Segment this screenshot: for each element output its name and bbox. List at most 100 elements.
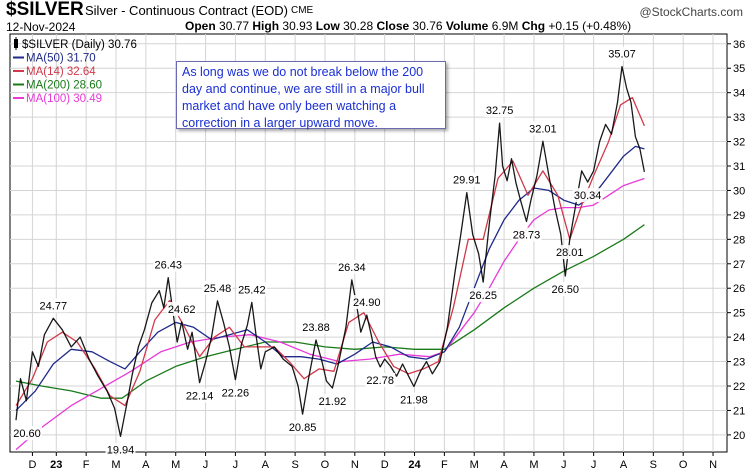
x-tick-label: O — [321, 459, 330, 471]
exchange-label: CME — [291, 5, 314, 16]
price-label-bg — [484, 103, 515, 118]
y-tick-label: 30 — [733, 185, 745, 197]
price-label: 21.98 — [400, 394, 428, 406]
x-tick-label: D — [381, 459, 389, 471]
price-label-bg — [184, 388, 215, 403]
chart-date: 12-Nov-2024 — [6, 20, 76, 34]
price-labels: 20.60 24.77 19.94 26.43 24.62 22.14 25.48 22.26… — [12, 46, 637, 457]
price-label-bg — [38, 298, 69, 313]
legend: $SILVER (Daily) 30.76 MA(50) 31.70MA(14) … — [13, 37, 137, 105]
chart-symbol: $SILVER — [6, 0, 84, 20]
price-label: 30.34 — [574, 190, 602, 202]
y-tick-label: 28 — [733, 234, 745, 246]
open-label: Open — [185, 19, 216, 33]
y-tick-label: 31 — [733, 161, 745, 173]
y-tick-label: 36 — [733, 39, 745, 51]
price-label: 32.01 — [529, 123, 557, 135]
chg-label: Chg — [521, 19, 546, 33]
y-tick-label: 29 — [733, 210, 745, 222]
series-line-ma-200 — [15, 224, 645, 399]
x-tick-label: A — [620, 459, 628, 471]
x-tick-label: A — [262, 459, 270, 471]
price-label: 24.90 — [353, 297, 381, 309]
y-tick-label: 22 — [733, 381, 745, 393]
legend-label: $SILVER (Daily) 30.76 — [22, 39, 137, 51]
brand-link[interactable]: @StockCharts.com — [639, 5, 743, 19]
close-label: Close — [376, 19, 410, 33]
x-tick-label: F — [441, 459, 448, 471]
legend-label: MA(100) 30.49 — [26, 93, 102, 105]
price-label: 26.43 — [154, 260, 182, 272]
x-tick-label: M — [171, 459, 180, 471]
price-label: 21.92 — [319, 396, 347, 408]
x-tick-label: J — [203, 459, 209, 471]
price-label: 19.94 — [107, 444, 135, 456]
y-tick-label: 23 — [733, 357, 745, 369]
x-tick-label: J — [591, 459, 597, 471]
price-label: 35.07 — [608, 49, 636, 61]
x-tick-label: F — [83, 459, 90, 471]
x-tick-label: A — [500, 459, 508, 471]
price-label-bg — [511, 227, 542, 242]
series-lines — [15, 65, 646, 451]
price-label: 22.26 — [222, 388, 250, 400]
y-tick-label: 33 — [733, 112, 745, 124]
open-value: 30.77 — [219, 19, 250, 33]
chg-value: +0.15 (+0.48%) — [548, 19, 632, 33]
series-line-silver — [15, 65, 646, 438]
x-tick-label: N — [709, 459, 717, 471]
y-tick-label: 20 — [733, 430, 745, 442]
price-label-bg — [572, 188, 603, 203]
price-label: 29.91 — [453, 175, 481, 187]
price-label: 22.78 — [366, 375, 394, 387]
price-label-bg — [336, 259, 367, 274]
y-tick-label: 24 — [733, 332, 745, 344]
close-value: 30.76 — [412, 19, 443, 33]
price-label: 28.73 — [513, 229, 541, 241]
price-label-bg — [12, 426, 42, 441]
price-label: 24.77 — [40, 300, 68, 312]
x-tick-label: N — [351, 459, 359, 471]
series-line-ma-100 — [15, 177, 645, 451]
x-tick-label: S — [291, 459, 298, 471]
x-tick-label: 23 — [50, 459, 62, 471]
volume-value: 6.9M — [491, 19, 519, 33]
price-label-bg — [468, 288, 499, 303]
price-label-bg — [554, 245, 585, 260]
price-label: 28.01 — [556, 247, 584, 259]
price-label-bg — [451, 172, 482, 187]
price-label: 26.25 — [469, 290, 497, 302]
price-label-bg — [166, 301, 197, 316]
price-label-bg — [220, 385, 251, 400]
price-label: 26.34 — [338, 262, 366, 274]
y-tick-label: 25 — [733, 308, 745, 320]
price-label-bg — [398, 392, 429, 407]
quote-bar: Open 30.77 High 30.93 Low 30.28 Close 30… — [185, 19, 631, 33]
x-tick-label: M — [470, 459, 479, 471]
x-tick-label: A — [142, 459, 150, 471]
high-label: High — [252, 19, 280, 33]
x-tick-label: M — [111, 459, 120, 471]
price-label-bg — [287, 420, 318, 435]
price-label: 26.50 — [552, 284, 580, 296]
price-label-bg — [365, 372, 396, 387]
legend-label: MA(14) 32.64 — [26, 66, 96, 78]
low-value: 30.28 — [343, 19, 374, 33]
price-label-bg — [153, 257, 184, 272]
legend-label: MA(50) 31.70 — [26, 53, 96, 65]
y-tick-label: 26 — [733, 283, 745, 295]
x-tick-label: D — [28, 459, 36, 471]
price-label: 25.48 — [204, 283, 232, 295]
y-tick-label: 35 — [733, 63, 745, 75]
y-tick-label: 34 — [733, 88, 745, 100]
price-label: 23.88 — [302, 322, 330, 334]
price-label: 22.14 — [186, 391, 214, 403]
price-label-bg — [317, 393, 348, 408]
y-tick-label: 27 — [733, 259, 745, 271]
x-tick-label: J — [561, 459, 567, 471]
price-label: 24.62 — [168, 304, 196, 316]
high-value: 30.93 — [282, 19, 313, 33]
price-label-bg — [301, 320, 332, 335]
price-label: 32.75 — [486, 105, 514, 117]
